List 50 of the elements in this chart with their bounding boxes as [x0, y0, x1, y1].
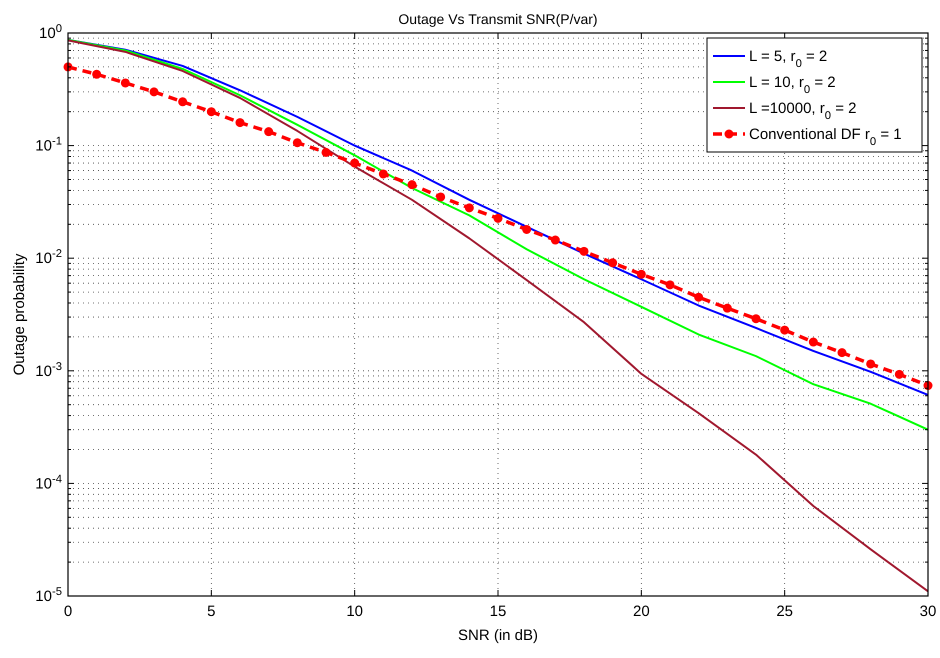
y-tick-label: 10$^{-3}$: [35, 360, 62, 380]
point: [808, 338, 818, 347]
legend-label: Conventional DF r$_{0}$ = 1: [749, 126, 902, 148]
point: [350, 158, 360, 168]
point: [378, 169, 388, 178]
x-tick-label: 0: [64, 603, 72, 620]
x-tick-label: 25: [776, 603, 794, 620]
point: [608, 258, 618, 268]
x-tick-label: 5: [207, 603, 216, 620]
legend-label: L =10000, r$_{0}$ = 2: [749, 100, 856, 122]
x-axis-title: SNR (in dB): [458, 627, 538, 644]
point: [206, 107, 216, 116]
point: [866, 359, 876, 368]
line-series: [67, 39, 929, 592]
point: [92, 70, 102, 79]
point: [236, 118, 244, 128]
point: [408, 180, 416, 190]
point: [780, 326, 790, 335]
point: [464, 203, 474, 212]
point: [522, 224, 532, 234]
legend-label: L = 5, r$_{0}$ = 2: [749, 48, 828, 70]
y-tick-label: 10$^{-1}$: [35, 136, 62, 155]
point: [150, 87, 158, 96]
point: [636, 270, 646, 279]
y-tick-label: 10$^{0}$: [39, 23, 62, 42]
legend-label: L = 10, r$_{0}$ = 2: [749, 74, 836, 96]
point: [694, 292, 704, 302]
y-tick-label: 10$^{-5}$: [35, 586, 62, 605]
x-tick-label: 15: [490, 603, 506, 620]
point: [494, 214, 502, 223]
point: [752, 314, 760, 324]
chart-title: Outage Vs Transmit SNR(P/var): [398, 11, 598, 27]
point: [722, 304, 732, 313]
y-tick-label: 10$^{-2}$: [35, 248, 62, 268]
point: [292, 138, 302, 148]
point: [120, 78, 130, 88]
point: [264, 127, 274, 136]
point: [666, 280, 674, 290]
point: [894, 370, 904, 379]
y-tick-label: 10$^{-4}$: [35, 473, 62, 492]
y-axis-title: Outage probability: [11, 253, 28, 376]
point: [838, 348, 846, 358]
x-tick-label: 10: [346, 603, 364, 620]
point: [178, 97, 188, 106]
x-tick-label: 20: [632, 603, 650, 620]
x-tick-label: 30: [920, 603, 936, 620]
point: [580, 246, 588, 256]
point: [550, 236, 560, 245]
point: [322, 148, 330, 157]
point: [436, 192, 446, 202]
